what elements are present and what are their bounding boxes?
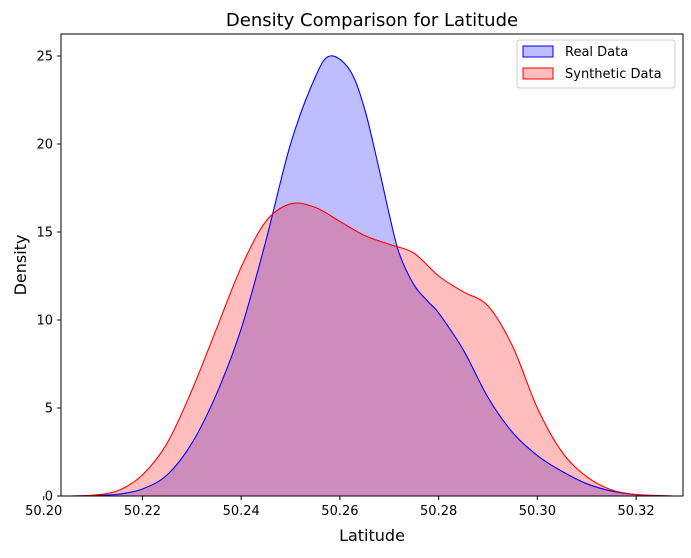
legend: Real Data Synthetic Data [516, 39, 676, 89]
density-line-real-data [70, 55, 674, 497]
y-axis-ticks: 0 5 10 15 20 25 [36, 50, 61, 505]
legend-label-real-data: Real Data [565, 45, 628, 60]
density-fills [70, 55, 674, 496]
legend-box [516, 39, 676, 89]
y-tick-label: 15 [36, 226, 53, 241]
y-tick-label: 10 [36, 314, 53, 329]
x-tick-label: 50.32 [617, 504, 654, 519]
y-axis-label: Density [11, 235, 30, 296]
x-tick-label: 50.22 [124, 504, 161, 519]
y-tick-label: 25 [36, 50, 53, 65]
x-tick-label: 50.24 [223, 504, 260, 519]
legend-label-synthetic-data: Synthetic Data [565, 67, 662, 82]
x-axis-label: Latitude [339, 526, 405, 545]
y-tick-label: 20 [36, 138, 53, 153]
legend-swatch-real-data [522, 45, 554, 58]
density-area-synthetic-data [70, 202, 674, 496]
density-line-synthetic-data [70, 202, 674, 497]
x-tick-label: 50.20 [25, 504, 62, 519]
chart-title: Density Comparison for Latitude [226, 10, 518, 31]
y-tick-label: 0 [45, 490, 53, 505]
x-tick-label: 50.30 [519, 504, 556, 519]
density-lines [70, 55, 674, 497]
density-area-real-data [70, 55, 674, 496]
x-tick-label: 50.28 [420, 504, 457, 519]
y-tick-label: 5 [45, 402, 53, 417]
x-axis-ticks: 50.20 50.22 50.24 50.26 50.28 50.30 50.32 [25, 496, 655, 519]
x-tick-label: 50.26 [321, 504, 358, 519]
plot-frame [60, 33, 684, 497]
legend-swatch-synthetic-data [522, 67, 554, 80]
